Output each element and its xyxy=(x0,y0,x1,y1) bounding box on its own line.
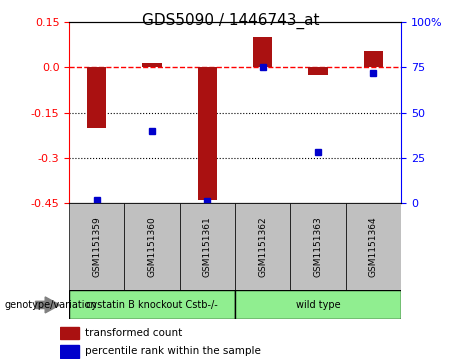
Bar xyxy=(180,203,235,290)
Bar xyxy=(124,203,180,290)
Text: GSM1151362: GSM1151362 xyxy=(258,216,267,277)
Text: GSM1151361: GSM1151361 xyxy=(203,216,212,277)
FancyArrow shape xyxy=(35,297,60,313)
Bar xyxy=(290,203,346,290)
Bar xyxy=(346,203,401,290)
Bar xyxy=(69,290,235,319)
Text: percentile rank within the sample: percentile rank within the sample xyxy=(85,346,260,356)
Text: GDS5090 / 1446743_at: GDS5090 / 1446743_at xyxy=(142,13,319,29)
Bar xyxy=(87,67,106,128)
Bar xyxy=(364,50,383,67)
Bar xyxy=(60,327,79,339)
Text: genotype/variation: genotype/variation xyxy=(5,300,97,310)
Text: wild type: wild type xyxy=(296,300,340,310)
Bar xyxy=(60,345,79,358)
Bar xyxy=(253,37,272,67)
Text: transformed count: transformed count xyxy=(85,328,182,338)
Bar xyxy=(198,67,217,200)
Text: cystatin B knockout Cstb-/-: cystatin B knockout Cstb-/- xyxy=(86,300,218,310)
Bar xyxy=(308,67,328,75)
Bar xyxy=(142,62,162,67)
Text: GSM1151364: GSM1151364 xyxy=(369,216,378,277)
Text: GSM1151360: GSM1151360 xyxy=(148,216,157,277)
Text: GSM1151363: GSM1151363 xyxy=(313,216,323,277)
Bar xyxy=(235,290,401,319)
Bar xyxy=(235,203,290,290)
Bar xyxy=(69,203,124,290)
Text: GSM1151359: GSM1151359 xyxy=(92,216,101,277)
